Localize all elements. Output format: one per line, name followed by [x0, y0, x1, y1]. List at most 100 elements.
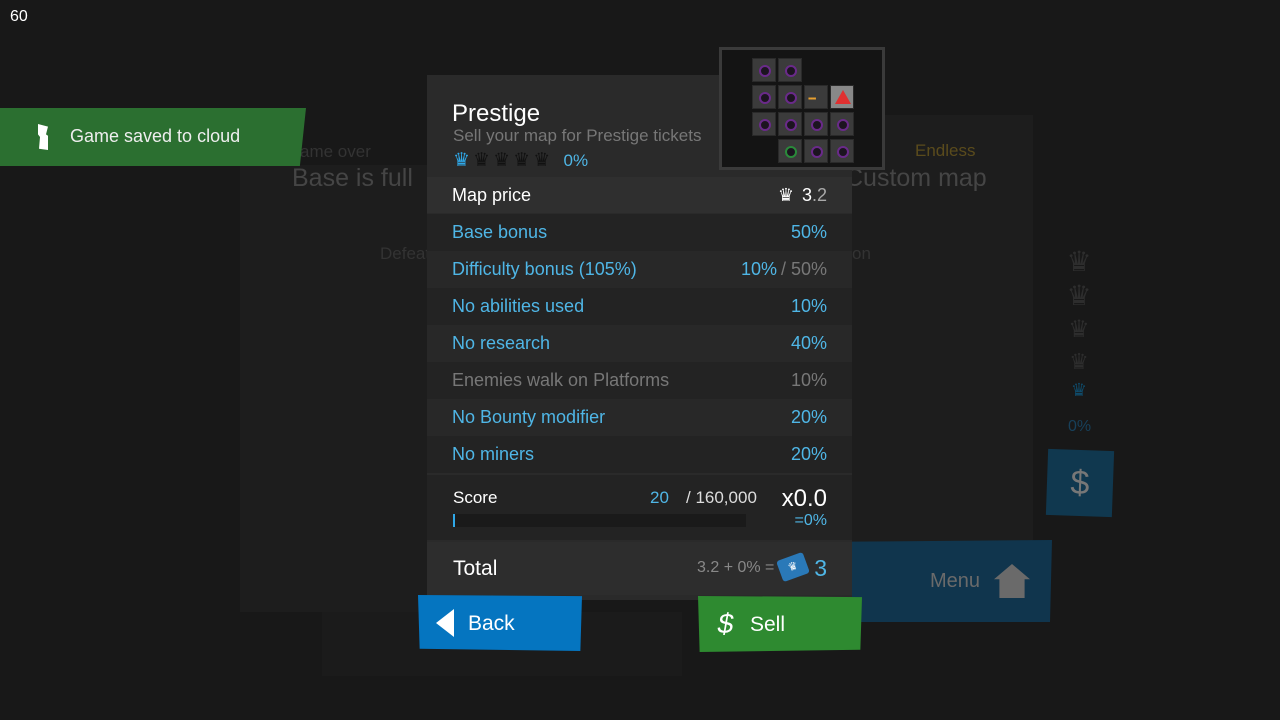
bonus-label: No Bounty modifier [452, 407, 606, 427]
bonus-value-group: 10% [791, 370, 827, 391]
crown-icon: ♛ [1066, 280, 1092, 311]
bonus-label: Base bonus [452, 222, 548, 242]
tower-icon [759, 119, 771, 131]
bonus-value-group: 20% [791, 444, 827, 465]
bonus-value-group: 20% [791, 407, 827, 428]
back-arrow-icon [436, 609, 454, 637]
portal-icon [785, 146, 797, 158]
spawner-icon: ▪▪▪▪ [808, 94, 816, 103]
bg-left-text: Defeat [380, 244, 431, 263]
menu-label: Menu [930, 570, 981, 592]
score-current: 20 [650, 488, 669, 507]
cloud-save-toast: Game saved to cloud [0, 108, 306, 166]
crown-icon-filled: ♛ [453, 150, 474, 171]
bonus-row: No research 40% [427, 325, 852, 362]
tower-icon [785, 92, 797, 104]
bonus-label: Difficulty bonus (105%) [452, 259, 637, 279]
prestige-crowns: ♛♛♛♛♛ 0% [453, 149, 588, 172]
score-percent: =0% [794, 512, 827, 529]
bonus-row: Difficulty bonus (105%) 10%/ 50% [427, 251, 852, 288]
map-price-label: Map price [452, 185, 532, 205]
bonus-value-group: 40% [791, 333, 827, 354]
bonus-value: 20% [790, 444, 827, 464]
bonus-value-group: 50% [791, 222, 827, 243]
bonus-label: No abilities used [452, 296, 585, 316]
fps-counter: 60 [10, 8, 28, 25]
crown-column: ♛ ♛ ♛ ♛ ♛ [1060, 245, 1098, 403]
panel-title: Prestige [452, 100, 541, 127]
tower-icon [759, 92, 771, 104]
map-tile [804, 112, 828, 136]
map-tile [778, 58, 802, 82]
sell-icon: $ [715, 608, 737, 639]
crown-icon: ♛ [1068, 316, 1090, 343]
score-section: Score 20 / 160,000 x0.0 =0% [427, 475, 852, 540]
crown-icon: ♛ [493, 150, 514, 171]
bonus-max: / 50% [780, 259, 827, 279]
score-progress-fill [453, 514, 455, 527]
map-price-value: ♛ 3.2 [778, 185, 827, 206]
map-price-dec: .2 [811, 185, 827, 205]
bg-left-title: Base is full [292, 164, 413, 192]
tower-icon [785, 65, 797, 77]
bonus-row: No abilities used 10% [427, 288, 852, 325]
bonus-row: No miners 20% [427, 436, 852, 473]
score-progress-bar [453, 514, 746, 527]
crown-icon: ♛ [1070, 380, 1088, 400]
bonus-value: 10% [740, 259, 777, 279]
tower-icon [837, 146, 849, 158]
crown-icon: ♛ [1069, 349, 1089, 374]
map-tile [752, 85, 776, 109]
score-target: / 160,000 [686, 488, 757, 507]
sell-icon: $ [1069, 463, 1091, 503]
map-tile [830, 85, 854, 109]
tower-icon [785, 119, 797, 131]
panel-subtitle: Sell your map for Prestige tickets [453, 126, 702, 145]
bg-left-subtitle: ame over [300, 142, 371, 161]
map-tile [830, 112, 854, 136]
total-formula: 3.2 + 0% = [697, 559, 775, 576]
bg-sell-button[interactable]: $ [1045, 448, 1115, 518]
map-thumbnail: ▪▪▪▪ [719, 47, 885, 170]
map-price-int: 3 [801, 185, 812, 205]
ticket-icon: ♛ [776, 551, 810, 583]
map-tile [778, 139, 802, 163]
bg-right-text: on [852, 244, 871, 263]
base-icon [835, 90, 851, 104]
bonus-value: 10% [790, 370, 827, 390]
crown-icon: ♛ [1066, 246, 1092, 277]
map-tile [778, 85, 802, 109]
map-tile [804, 139, 828, 163]
bonus-row: Enemies walk on Platforms 10% [427, 362, 852, 399]
bonus-row: Base bonus 50% [427, 214, 852, 251]
toast-text: Game saved to cloud [70, 126, 241, 146]
bonus-value: 50% [790, 222, 827, 242]
tower-icon [759, 65, 771, 77]
bonus-value: 40% [790, 333, 827, 353]
back-label: Back [468, 612, 515, 635]
back-button[interactable]: Back [418, 595, 582, 651]
tower-icon [811, 146, 823, 158]
total-row: Total 3.2 + 0% = ♛ 3 [427, 542, 852, 595]
crown-icon: ♛ [533, 150, 554, 171]
background-right-panel [850, 115, 1033, 543]
info-icon [38, 124, 48, 150]
bonus-value-group: 10% [791, 296, 827, 317]
bonus-label: Enemies walk on Platforms [452, 370, 670, 390]
bonus-value-group: 10%/ 50% [741, 259, 827, 280]
bg-right-subtitle: Endless [915, 141, 976, 160]
crown-icon: ♛ [513, 150, 534, 171]
tower-icon [811, 119, 823, 131]
total-tickets: 3 [814, 555, 827, 581]
sell-button[interactable]: $ Sell [698, 596, 862, 652]
bonus-label: No miners [452, 444, 535, 464]
bonus-value: 20% [790, 407, 827, 427]
map-tile [830, 139, 854, 163]
score-multiplier: x0.0 [781, 485, 827, 512]
tower-icon [837, 119, 849, 131]
home-icon [994, 564, 1030, 598]
menu-button[interactable]: Menu [852, 540, 1052, 622]
total-label: Total [453, 557, 498, 580]
background-left-panel [240, 165, 430, 612]
bonus-row: No Bounty modifier 20% [427, 399, 852, 436]
